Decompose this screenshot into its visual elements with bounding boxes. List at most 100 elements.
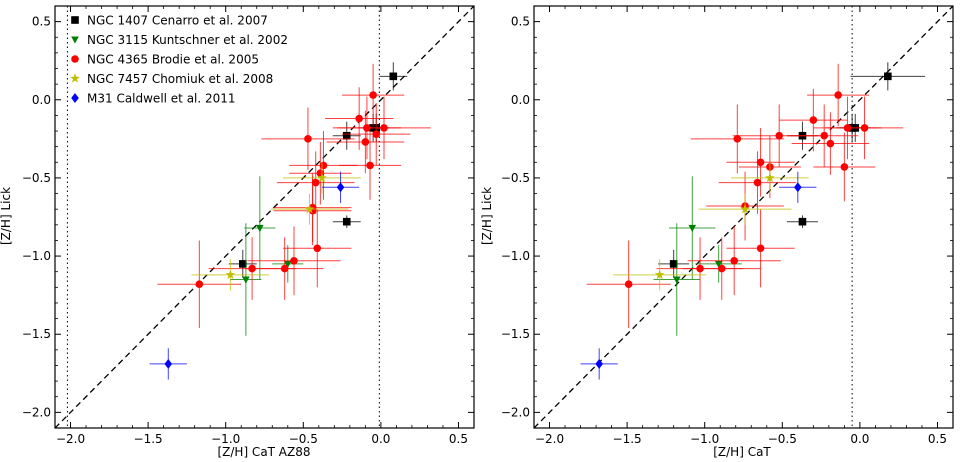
left-point-s1-0: [244, 176, 276, 280]
left-point-s1-1: [272, 245, 304, 283]
legend-entry-label: NGC 1407 Cenarro et al. 2007: [87, 14, 268, 28]
left-point-s2-2: [337, 96, 431, 160]
legend-entry-label: NGC 3115 Kuntschner et al. 2002: [87, 33, 288, 47]
left-point-s4-0: [321, 171, 360, 203]
legend-entry-label: NGC 4365 Brodie et al. 2005: [87, 53, 259, 67]
right-point-s2-14: [687, 226, 781, 296]
marker-triangle-down: [714, 260, 723, 269]
right-point-s3-2: [613, 259, 707, 291]
legend-marker-triangle-down: [71, 36, 79, 44]
right-y-tick-label: 0.0: [511, 93, 530, 107]
left-scatter-panel: [Z/H] CaT AZ88 [Z/H] Lick −2.0 −1.5 −1.0 −0…: [0, 5, 475, 459]
marker-square: [798, 217, 807, 226]
left-point-s2-10: [276, 151, 355, 214]
right-point-s2-0: [807, 63, 870, 127]
legend-entry-label: M31 Caldwell et al. 2011: [87, 92, 236, 106]
left-x-axis-label: [Z/H] CaT AZ88: [217, 445, 310, 459]
marker-circle: [834, 91, 842, 99]
right-y-tick-label: −2.0: [501, 405, 530, 419]
right-y-tick-label: −1.5: [501, 327, 530, 341]
marker-circle: [753, 178, 762, 187]
legend: NGC 1407 Cenarro et al. 2007 NGC 3115 Kun…: [70, 14, 288, 106]
right-x-tick-label: −0.5: [768, 432, 797, 446]
marker-circle: [775, 131, 783, 140]
right-scatter-panel: [Z/H] CaT [Z/H] Lick −2.0 −1.5 −1.0 −0.5 0.0…: [480, 5, 954, 459]
left-y-tick-label: −0.5: [22, 171, 51, 185]
left-point-s2-13: [283, 209, 352, 288]
marker-circle: [826, 139, 835, 148]
legend-marker-diamond: [71, 93, 79, 103]
marker-square: [389, 72, 398, 81]
marker-circle: [304, 135, 312, 143]
right-point-s4-0: [779, 171, 817, 203]
marker-star: [304, 204, 315, 214]
marker-square: [884, 72, 892, 81]
right-point-s2-6: [732, 104, 826, 167]
right-x-tick-label: −2.0: [535, 432, 564, 446]
marker-square: [669, 260, 678, 268]
left-x-tick-label: −2.0: [56, 432, 85, 446]
left-x-tick-label: 0.0: [371, 432, 390, 446]
marker-circle: [380, 124, 388, 132]
right-point-s0-5: [658, 249, 690, 278]
right-y-tick-label: −1.0: [501, 249, 530, 263]
right-point-s2-2: [825, 96, 904, 160]
marker-circle: [369, 91, 377, 99]
left-point-s3-1: [270, 193, 349, 225]
legend-entry-label: NGC 7457 Chomiuk et al. 2008: [87, 72, 273, 86]
marker-circle: [809, 116, 818, 124]
left-x-tick-label: −1.0: [211, 432, 240, 446]
right-x-tick-label: 0.5: [928, 432, 947, 446]
right-point-s2-8: [726, 127, 795, 197]
left-y-axis-label: [Z/H] Lick: [0, 187, 13, 245]
right-point-s4-1: [580, 348, 618, 380]
left-point-s3-0: [283, 162, 361, 194]
left-point-s1-2: [230, 223, 262, 336]
right-point-s2-3: [779, 88, 848, 152]
right-plot-frame: [533, 5, 954, 429]
marker-circle: [624, 280, 633, 289]
marker-circle: [372, 130, 381, 138]
right-y-axis-label: [Z/H] Lick: [480, 187, 494, 245]
marker-circle: [696, 264, 704, 273]
left-point-s0-3: [332, 121, 361, 150]
right-y-tick-label: 0.5: [511, 15, 530, 29]
left-plot-frame: [54, 5, 475, 429]
right-x-tick-label: −1.5: [613, 432, 642, 446]
left-point-s2-17: [157, 240, 242, 328]
left-point-s2-4: [342, 102, 411, 166]
marker-circle: [860, 124, 869, 132]
right-point-s2-17: [586, 240, 671, 328]
marker-diamond: [595, 358, 603, 369]
right-point-s2-7: [690, 104, 784, 174]
left-y-tick-label: 0.0: [32, 93, 51, 107]
right-point-s2-10: [813, 132, 876, 202]
marker-circle: [733, 135, 742, 143]
right-point-s0-0: [850, 62, 926, 91]
marker-triangle-down: [688, 224, 697, 233]
marker-star: [654, 269, 665, 279]
marker-diamond: [794, 182, 802, 193]
marker-circle: [756, 158, 765, 167]
legend-marker-circle: [71, 55, 79, 63]
right-point-s2-11: [718, 151, 797, 214]
marker-square: [342, 131, 351, 140]
right-point-s2-5: [791, 112, 870, 175]
marker-star: [765, 172, 775, 183]
left-point-s0-0: [379, 62, 408, 91]
marker-star: [317, 172, 327, 183]
marker-star: [740, 204, 750, 214]
marker-circle: [248, 264, 256, 273]
left-y-tick-label: −1.0: [22, 249, 51, 263]
marker-triangle-down: [256, 224, 264, 233]
marker-triangle-down: [672, 276, 681, 284]
left-point-s2-5: [326, 110, 405, 174]
marker-circle: [730, 256, 738, 265]
left-y-tick-label: 0.5: [32, 15, 51, 29]
left-point-s2-14: [247, 226, 341, 296]
marker-circle: [366, 161, 374, 170]
marker-triangle-down: [242, 276, 250, 284]
right-point-s0-4: [786, 215, 818, 228]
right-x-tick-label: −1.0: [690, 432, 719, 446]
